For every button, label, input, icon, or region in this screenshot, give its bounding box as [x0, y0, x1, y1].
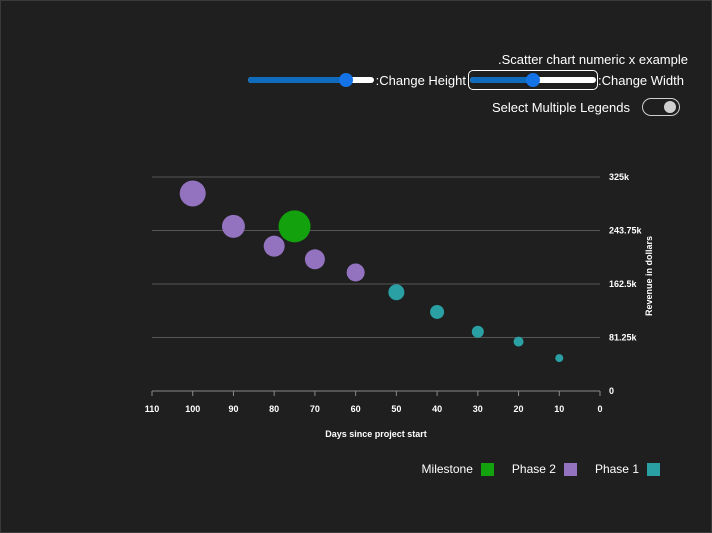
- x-tick-label: 20: [514, 404, 524, 414]
- data-point-phase-1: [388, 284, 405, 301]
- data-point-phase-2: [263, 235, 285, 257]
- x-tick-label: 0: [597, 404, 602, 414]
- x-tick-label: 110: [145, 404, 160, 414]
- legend-item[interactable]: Phase 1: [595, 462, 660, 476]
- legend-item[interactable]: Milestone: [422, 462, 494, 476]
- x-tick-label: 100: [185, 404, 200, 414]
- legend-swatch: [480, 462, 494, 476]
- height-slider-fill: [247, 77, 346, 83]
- data-point-phase-2: [221, 214, 245, 238]
- x-tick-label: 60: [351, 404, 361, 414]
- legend-toggle-switch[interactable]: [642, 98, 680, 116]
- x-tick-label: 30: [473, 404, 483, 414]
- data-point-phase-1: [555, 354, 564, 363]
- chart-legend: Milestone Phase 2 Phase 1: [404, 461, 660, 477]
- y-tick-label: 81.25k: [609, 333, 638, 343]
- y-tick-label: 162.5k: [609, 279, 638, 289]
- height-slider[interactable]: [247, 72, 374, 88]
- width-slider-fill: [470, 77, 533, 83]
- x-tick-label: 80: [269, 404, 279, 414]
- data-point-phase-2: [304, 249, 325, 270]
- x-tick-label: 70: [310, 404, 320, 414]
- data-point-phase-1: [430, 304, 445, 319]
- legend-item[interactable]: Phase 2: [512, 462, 577, 476]
- x-tick-label: 50: [391, 404, 401, 414]
- data-point-milestone: [278, 210, 311, 243]
- legend-toggle-label: Select Multiple Legends: [491, 99, 630, 115]
- slider-row: :Change Height :Change Width: [247, 70, 688, 90]
- legend-toggle-row: Select Multiple Legends: [492, 97, 680, 117]
- y-tick-label: 243.75k: [609, 226, 643, 236]
- legend-label: Milestone: [421, 462, 473, 476]
- x-tick-label: 10: [554, 404, 564, 414]
- data-point-phase-1: [471, 325, 484, 338]
- legend-swatch: [647, 462, 660, 476]
- data-point-phase-2: [346, 263, 365, 282]
- legend-toggle-knob: [664, 101, 676, 113]
- height-slider-thumb[interactable]: [338, 73, 353, 87]
- x-tick-label: 90: [228, 404, 238, 414]
- data-point-phase-1: [513, 336, 524, 347]
- width-slider-label: :Change Width: [598, 72, 684, 88]
- width-slider[interactable]: [468, 70, 598, 90]
- legend-swatch: [563, 462, 577, 476]
- legend-label: Phase 1: [594, 462, 639, 476]
- chart-title: .Scatter chart numeric x example: [497, 52, 688, 67]
- x-tick-label: 40: [432, 404, 442, 414]
- x-axis-title: Days since project start: [325, 429, 427, 439]
- y-axis-title: Revenue in dollars: [644, 236, 654, 316]
- width-slider-thumb[interactable]: [526, 73, 540, 87]
- data-point-phase-2: [179, 180, 206, 207]
- height-slider-label: :Change Height: [375, 72, 466, 88]
- y-tick-label: 325k: [609, 172, 630, 182]
- legend-label: Phase 2: [511, 462, 556, 476]
- y-tick-label: 0: [609, 386, 614, 396]
